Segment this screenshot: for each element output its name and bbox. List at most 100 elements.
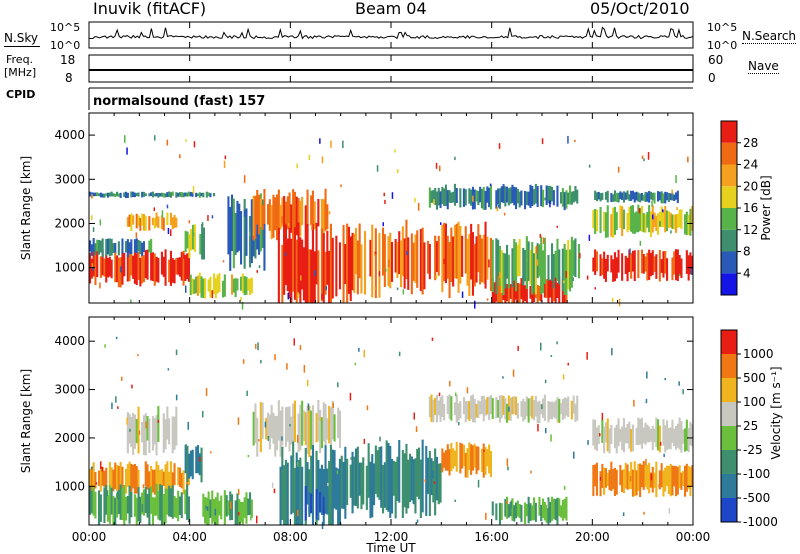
- heatmap-cell: [288, 192, 291, 230]
- heatmap-cell: [182, 470, 185, 495]
- heatmap-cell: [459, 401, 462, 419]
- heatmap-cell: [171, 472, 174, 491]
- heatmap-cell: [678, 209, 681, 228]
- heatmap-cell: [358, 223, 361, 279]
- heatmap-cell: [259, 198, 262, 227]
- heatmap-cell: [277, 189, 280, 234]
- heatmap-cell: [132, 464, 135, 489]
- heatmap-speckle: [498, 143, 501, 149]
- heatmap-cell: [126, 464, 129, 487]
- heatmap-cell: [306, 189, 309, 227]
- heatmap-cell: [211, 490, 214, 524]
- velocity-heatmap: [89, 336, 694, 530]
- heatmap-cell: [356, 240, 359, 295]
- heatmap-cell: [112, 243, 115, 253]
- heatmap-cell: [267, 412, 270, 439]
- heatmap-cell: [148, 240, 151, 253]
- heatmap-cell: [689, 252, 692, 275]
- heatmap-speckle: [99, 282, 101, 289]
- heatmap-speckle: [366, 405, 369, 411]
- heatmap-cell: [295, 196, 298, 236]
- heatmap-cell: [98, 490, 101, 525]
- heatmap-cell: [270, 404, 273, 439]
- heatmap-speckle: [439, 165, 441, 172]
- heatmap-cell: [123, 192, 126, 197]
- heatmap-cell: [344, 244, 347, 285]
- heatmap-speckle: [376, 165, 379, 172]
- heatmap-cell: [628, 421, 631, 449]
- heatmap-cell: [356, 446, 359, 509]
- heatmap-cell: [141, 492, 144, 515]
- heatmap-cell: [536, 186, 539, 207]
- heatmap-cell: [155, 212, 158, 227]
- heatmap-cell: [103, 470, 106, 487]
- heatmap-cell: [443, 188, 446, 206]
- heatmap-cell: [655, 254, 658, 279]
- heatmap-cell: [441, 186, 444, 204]
- heatmap-cell: [351, 232, 354, 291]
- heatmap-cell: [558, 276, 561, 303]
- heatmap-speckle: [517, 345, 519, 351]
- heatmap-cell: [202, 227, 205, 260]
- heatmap-speckle: [166, 139, 169, 146]
- heatmap-cell: [515, 396, 518, 416]
- heatmap-cell: [153, 469, 156, 495]
- heatmap-cell: [646, 424, 649, 443]
- heatmap-cell: [482, 186, 485, 210]
- heatmap-cell: [188, 453, 191, 479]
- heatmap-speckle: [330, 140, 332, 148]
- heatmap-cell: [412, 459, 415, 505]
- heatmap-cell: [425, 445, 428, 516]
- heatmap-speckle: [230, 501, 232, 510]
- heatmap-speckle: [243, 210, 246, 217]
- heatmap-cell: [658, 425, 661, 453]
- heatmap-cell: [443, 452, 446, 468]
- heatmap-cell: [117, 257, 120, 288]
- heatmap-cell: [137, 469, 140, 489]
- heatmap-cell: [423, 242, 426, 290]
- heatmap-cell: [281, 446, 284, 521]
- heatmap-cell: [520, 278, 523, 300]
- heatmap-cell: [175, 406, 178, 446]
- heatmap-cell: [105, 484, 108, 515]
- heatmap-cell: [304, 486, 307, 521]
- heatmap-cell: [144, 193, 147, 197]
- heatmap-cell: [610, 425, 613, 444]
- colorbar-tick-label: 28: [743, 136, 758, 150]
- power-heatmap: [89, 135, 694, 310]
- heatmap-cell: [105, 467, 108, 497]
- heatmap-cell: [660, 206, 663, 228]
- heatmap-cell: [511, 396, 514, 415]
- heatmap-cell: [121, 466, 124, 497]
- heatmap-cell: [435, 456, 438, 501]
- heatmap-cell: [107, 192, 110, 198]
- heatmap-cell: [394, 239, 397, 273]
- heatmap-cell: [243, 276, 246, 296]
- heatmap-cell: [92, 462, 95, 495]
- heatmap-cell: [108, 256, 111, 277]
- heatmap-cell: [220, 495, 223, 520]
- heatmap-cell: [162, 193, 165, 198]
- heatmap-speckle: [319, 417, 321, 421]
- heatmap-cell: [675, 249, 678, 281]
- heatmap-cell: [279, 466, 282, 525]
- heatmap-cell: [637, 250, 640, 279]
- heatmap-cell: [349, 236, 352, 302]
- heatmap-cell: [394, 461, 397, 519]
- heatmap-cell: [644, 422, 647, 445]
- heatmap-speckle: [363, 438, 366, 444]
- heatmap-cell: [639, 463, 642, 497]
- heatmap-cell: [218, 273, 221, 292]
- heatmap-speckle: [485, 512, 487, 520]
- heatmap-cell: [448, 449, 451, 476]
- heatmap-cell: [162, 413, 165, 453]
- heatmap-cell: [178, 496, 181, 515]
- heatmap-cell: [480, 448, 483, 472]
- heatmap-cell: [675, 466, 678, 497]
- heatmap-speckle: [311, 224, 313, 230]
- colorbar-swatch: [721, 208, 737, 230]
- heatmap-speckle: [327, 482, 329, 486]
- heatmap-cell: [671, 214, 674, 229]
- heatmap-cell: [444, 184, 447, 206]
- heatmap-cell: [455, 223, 458, 279]
